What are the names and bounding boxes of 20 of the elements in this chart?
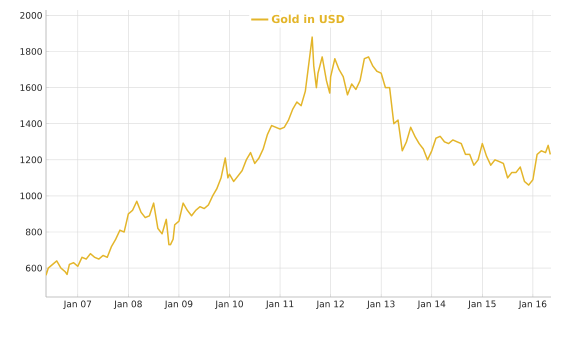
y-tick-label: 1200 [20,156,42,164]
line-series [46,36,551,276]
y-tick-label: 2000 [20,12,42,19]
legend-label: Gold in USD [272,14,344,24]
x-tick-label: Jan 13 [366,300,395,309]
x-tick-label: Jan 11 [265,300,294,309]
y-tick-label: 1400 [20,120,42,128]
y-tick-label: 1800 [20,48,42,55]
x-tick-label: Jan 08 [114,300,142,309]
y-tick-label: 1000 [20,192,42,200]
x-tick-label: Jan 10 [214,300,243,309]
x-tick-label: Jan 16 [518,300,546,309]
x-tick-label: Jan 14 [417,300,446,309]
y-tick-label: 800 [26,228,42,236]
y-tick-label: 1600 [20,84,42,92]
y-tick-label: 600 [26,264,42,272]
x-tick-label: Jan 12 [316,300,344,309]
x-tick-label: Jan 15 [468,300,496,309]
x-tick-label: Jan 07 [63,300,92,309]
x-tick-label: Jan 09 [164,300,192,309]
